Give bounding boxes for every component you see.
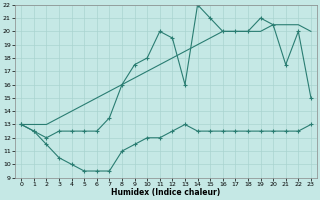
X-axis label: Humidex (Indice chaleur): Humidex (Indice chaleur)	[111, 188, 221, 197]
